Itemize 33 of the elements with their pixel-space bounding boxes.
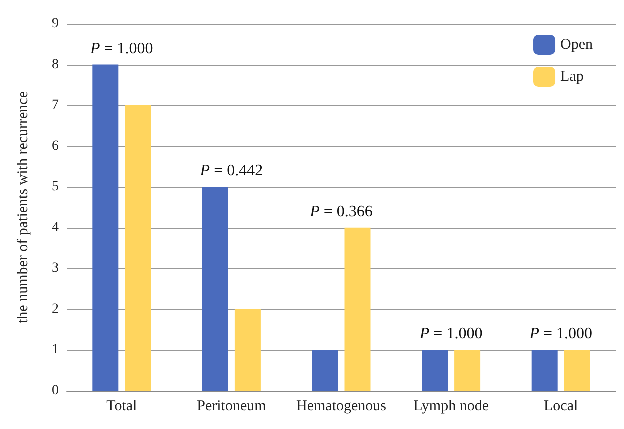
y-tick-label: 5 [52, 180, 59, 195]
x-tick-label: Total [106, 398, 138, 414]
y-tick-label: 8 [52, 57, 59, 72]
y-tick-label: 6 [52, 138, 59, 154]
bar [454, 350, 481, 391]
y-tick-label: 1 [52, 342, 59, 358]
annotation: P = 1.000 [528, 326, 592, 343]
y-tick-label: 7 [52, 98, 59, 114]
legend-label: Lap [560, 69, 584, 85]
x-tick-label: Local [544, 398, 578, 414]
y-tick-label: 0 [52, 384, 59, 398]
bar [422, 350, 448, 391]
bar [564, 350, 590, 391]
y-tick-label: 2 [52, 302, 59, 317]
bar [312, 350, 338, 391]
annotation: P = 0.442 [199, 162, 264, 180]
bar [532, 350, 558, 391]
x-tick-label: Hematogenous [296, 398, 387, 414]
y-tick-label: 4 [52, 220, 59, 236]
bar [234, 309, 261, 391]
y-tick-label: 9 [52, 16, 59, 32]
x-tick-label: Lymph node [414, 398, 490, 414]
annotation: P = 1.000 [90, 40, 154, 58]
y-tick-label: 3 [52, 261, 59, 276]
legend-label: Open [560, 37, 594, 53]
x-tick-label: Peritoneum [197, 398, 267, 414]
bar [202, 187, 228, 391]
y-axis-title: the number of patients with recurrence [16, 91, 32, 324]
annotation: P = 0.366 [309, 203, 373, 220]
annotation: P = 1.000 [418, 326, 483, 343]
bar [344, 228, 371, 391]
bar [125, 106, 152, 391]
bar [92, 64, 119, 391]
